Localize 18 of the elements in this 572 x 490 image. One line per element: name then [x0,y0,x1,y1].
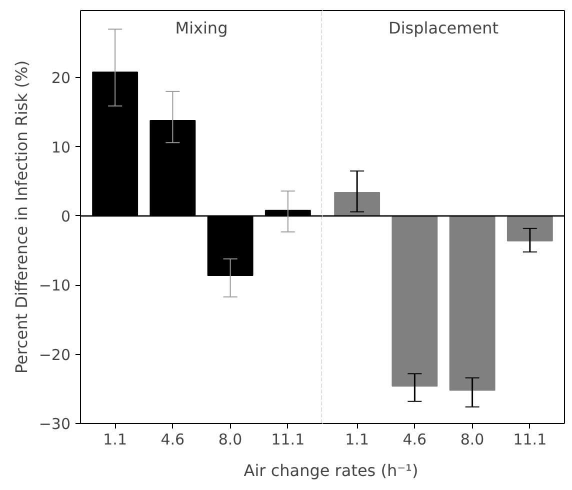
x-tick-label: 8.0 [460,430,484,448]
y-tick-label: 20 [51,69,71,88]
x-axis-title: Air change rates (h⁻¹) [244,460,418,482]
x-tick-label: 8.0 [218,430,242,448]
y-tick-label: −20 [38,346,70,364]
y-tick-label: −10 [38,276,70,295]
x-tick-label: 4.6 [160,430,185,448]
y-tick-label: −30 [38,415,70,433]
annotation: Displacement [388,18,499,38]
y-tick-label: 10 [51,138,71,156]
x-tick-label: 4.6 [402,430,427,448]
x-tick-label: 1.1 [345,430,370,448]
y-axis-title: Percent Difference in Infection Risk (%) [12,60,31,374]
x-tick-label: 11.1 [513,430,547,448]
x-tick-label: 1.1 [103,430,128,448]
x-tick-label: 11.1 [271,430,305,448]
annotation: Mixing [175,18,228,38]
y-tick-label: 0 [60,207,71,226]
